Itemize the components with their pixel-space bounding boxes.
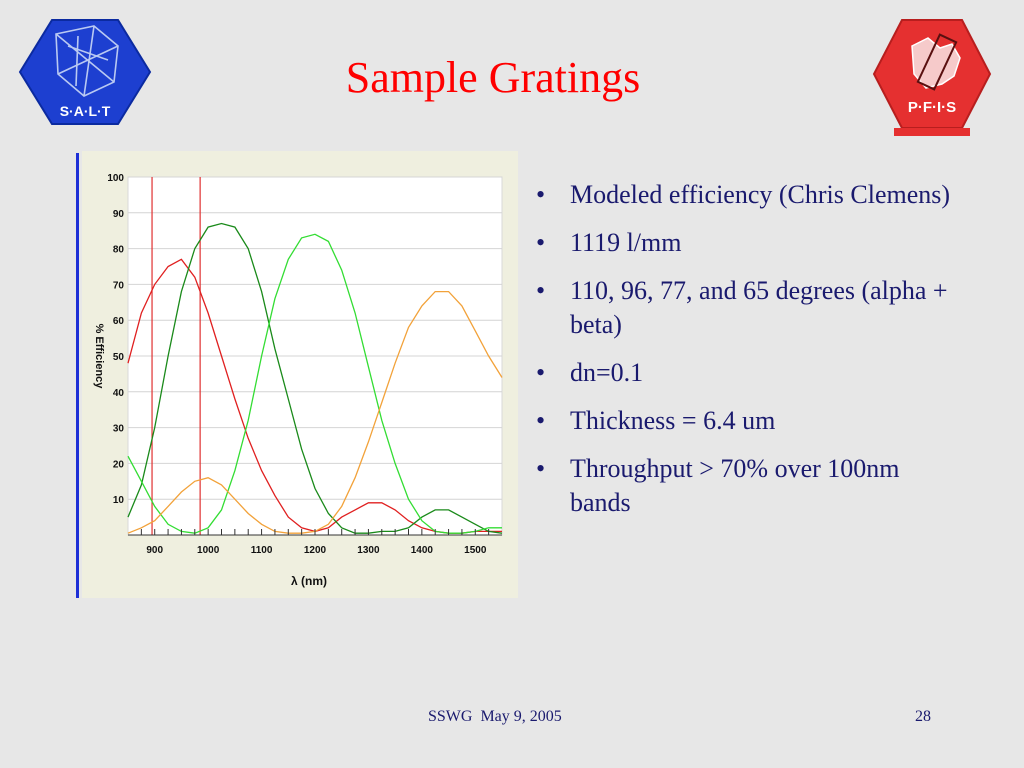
- x-axis-label: λ (nm): [291, 574, 327, 588]
- pfis-logo-text: P·F·I·S: [908, 99, 956, 116]
- bullet-dot: •: [536, 358, 546, 387]
- page-number: 28: [915, 708, 931, 725]
- pfis-logo: P·F·I·S: [872, 19, 992, 136]
- bullet-text: 110, 96, 77, and 65 degrees (alpha + bet…: [570, 276, 948, 339]
- bullet-dot: •: [536, 228, 546, 257]
- efficiency-chart: 10 20 30 40 50 60 70 80 90 100 900 1000 1100 1200 1300…: [93, 173, 503, 588]
- bullet-text: dn=0.1: [570, 358, 644, 387]
- bullet-item: • 1119 l/mm: [534, 226, 954, 260]
- bullet-text: 1119 l/mm: [570, 228, 682, 257]
- bullet-dot: •: [536, 180, 546, 209]
- salt-logo-wireframe: [55, 25, 119, 97]
- bullet-text: Thickness = 6.4 um: [570, 406, 776, 435]
- x-tick-label: 1200: [304, 545, 327, 556]
- bullet-item: • Modeled efficiency (Chris Clemens): [534, 178, 954, 212]
- vertical-marker-layer: [151, 177, 201, 535]
- salt-logo-text: S·A·L·T: [60, 103, 111, 119]
- x-tick-label: 1500: [464, 545, 487, 556]
- pfis-logo-state-outline: [911, 37, 961, 89]
- efficiency-chart-panel: 10 20 30 40 50 60 70 80 90 100 900 1000 1100 1200 1300…: [82, 151, 518, 598]
- chart-accent-bar: [76, 153, 79, 598]
- bullet-item: • 110, 96, 77, and 65 degrees (alpha + be…: [534, 274, 954, 342]
- bullet-dot: •: [536, 454, 546, 483]
- pfis-logo-banner: [894, 128, 970, 136]
- bullet-item: • dn=0.1: [534, 356, 954, 390]
- y-tick-label: 20: [113, 459, 125, 470]
- slide-title: Sample Gratings: [345, 53, 641, 102]
- series-line-3: [127, 233, 502, 534]
- bullet-text: Modeled efficiency (Chris Clemens): [570, 180, 951, 209]
- tick-layer: 10 20 30 40 50 60 70 80 90 100 900 1000 1100 1200 1300…: [107, 173, 502, 556]
- series-line-2: [127, 222, 503, 534]
- bullet-item: • Thickness = 6.4 um: [534, 404, 954, 438]
- y-tick-label: 100: [107, 173, 124, 184]
- y-tick-label: 50: [113, 352, 125, 363]
- y-tick-label: 70: [113, 280, 125, 291]
- bullet-item: • Throughput > 70% over 100nm bands: [534, 452, 954, 520]
- y-tick-label: 40: [113, 388, 125, 399]
- y-tick-label: 90: [113, 209, 125, 220]
- bullet-dot: •: [536, 406, 546, 435]
- bullet-list: • Modeled efficiency (Chris Clemens) • 111…: [534, 178, 954, 534]
- pfis-logo-telescope: [916, 33, 958, 91]
- y-tick-label: 10: [113, 495, 125, 506]
- y-axis-label: % Efficiency: [93, 324, 105, 390]
- y-tick-label: 30: [113, 424, 125, 435]
- x-tick-label: 1300: [357, 545, 380, 556]
- x-tick-label: 1100: [251, 545, 273, 556]
- y-tick-label: 60: [113, 316, 125, 327]
- bullet-text: Throughput > 70% over 100nm bands: [570, 454, 900, 517]
- y-tick-label: 80: [113, 245, 125, 256]
- x-tick-label: 900: [146, 545, 163, 556]
- bullet-dot: •: [536, 276, 546, 305]
- x-tick-label: 1000: [197, 545, 220, 556]
- salt-logo: S·A·L·T: [18, 19, 152, 125]
- footer-text: SSWG May 9, 2005: [428, 708, 562, 725]
- x-tick-label: 1400: [411, 545, 434, 556]
- grid-layer: [128, 176, 502, 500]
